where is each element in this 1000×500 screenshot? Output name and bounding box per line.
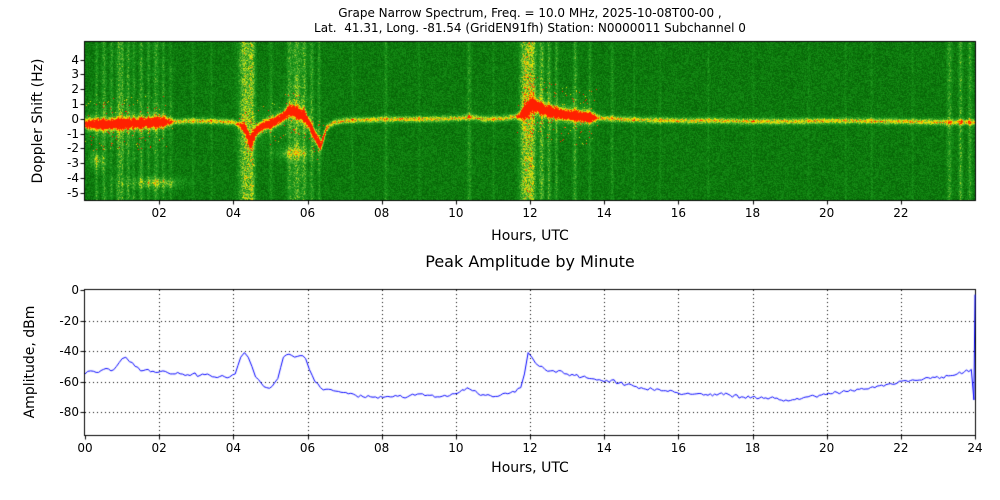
- y-tick-label: 0: [71, 283, 79, 297]
- x-tick-label: 12: [522, 206, 538, 220]
- x-tick-label: 18: [744, 441, 761, 455]
- amplitude-ylabel: Amplitude, dBm: [22, 305, 38, 419]
- y-tick-label: -4: [67, 170, 79, 185]
- y-tick-label: -80: [59, 405, 79, 420]
- y-tick-label: -5: [67, 185, 79, 200]
- x-tick-label: 02: [151, 206, 167, 220]
- x-tick-label: 20: [819, 206, 835, 220]
- x-tick-label: 24: [967, 441, 983, 455]
- x-tick-label: 18: [744, 206, 761, 220]
- x-tick-label: 20: [819, 441, 835, 455]
- x-tick-label: 00: [77, 441, 93, 455]
- y-tick-label: 0: [71, 111, 79, 126]
- y-tick-label: -3: [67, 156, 79, 171]
- spectrogram-title: Grape Narrow Spectrum, Freq. = 10.0 MHz,…: [338, 6, 722, 20]
- amplitude-xlabel: Hours, UTC: [491, 460, 569, 476]
- x-tick-label: 08: [374, 441, 390, 455]
- y-tick-label: -2: [67, 141, 79, 156]
- x-tick-label: 16: [670, 206, 686, 220]
- x-tick-label: 14: [596, 206, 612, 220]
- x-tick-label: 16: [670, 441, 686, 455]
- x-tick-label: 22: [893, 206, 909, 220]
- x-tick-label: 22: [893, 441, 909, 455]
- x-tick-label: 10: [448, 206, 464, 220]
- y-tick-label: -1: [67, 126, 79, 141]
- amplitude-title: Peak Amplitude by Minute: [425, 252, 635, 271]
- spectrogram-subtitle: Lat. 41.31, Long. -81.54 (GridEN91fh) St…: [314, 21, 746, 35]
- x-tick-label: 04: [225, 206, 241, 220]
- y-tick-label: 2: [71, 82, 79, 97]
- y-tick-label: -40: [59, 344, 79, 359]
- y-tick-label: 3: [71, 67, 79, 82]
- x-tick-label: 06: [299, 206, 316, 220]
- x-tick-label: 06: [299, 441, 316, 455]
- x-tick-label: 08: [374, 206, 390, 220]
- x-tick-label: 12: [522, 441, 538, 455]
- y-tick-label: 1: [71, 97, 79, 112]
- x-tick-label: 04: [225, 441, 241, 455]
- x-tick-label: 10: [448, 441, 464, 455]
- y-tick-label: -20: [59, 313, 79, 328]
- x-tick-label: 02: [151, 441, 167, 455]
- y-tick-label: -60: [59, 374, 79, 389]
- y-tick-label: 4: [71, 52, 79, 67]
- spectrogram-xlabel: Hours, UTC: [491, 228, 569, 244]
- x-tick-label: 14: [596, 441, 612, 455]
